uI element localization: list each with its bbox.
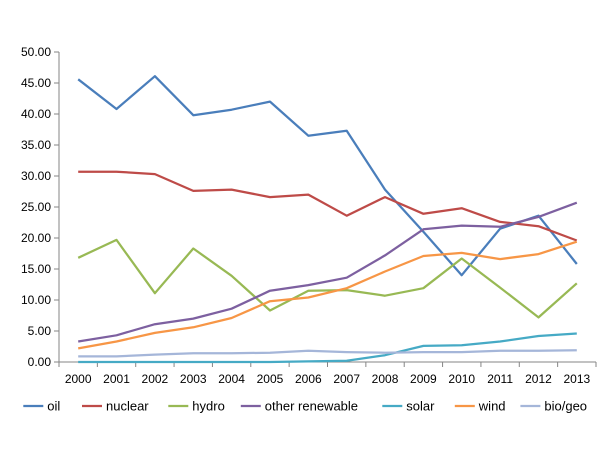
legend-label-hydro: hydro (192, 399, 225, 414)
series-line-hydro (77, 238, 578, 319)
x-tick-label: 2005 (257, 372, 284, 386)
x-tick-label: 2000 (65, 372, 92, 386)
x-tick-label: 2010 (448, 372, 475, 386)
y-tick-label: 0.00 (28, 355, 52, 369)
y-tick-label: 50.00 (21, 45, 51, 59)
legend-label-other-renewable: other renewable (265, 399, 358, 414)
series-line-other-renewable (78, 201, 578, 343)
y-tick-label: 30.00 (21, 169, 51, 183)
x-tick-label: 2003 (180, 372, 207, 386)
x-tick-label: 2013 (563, 372, 590, 386)
x-tick-label: 2009 (410, 372, 437, 386)
axes (58, 52, 596, 363)
y-tick-label: 45.00 (21, 76, 51, 90)
series-line-oil (77, 75, 578, 277)
legend: oil nuclear hydro other renewable solar wind b… (23, 399, 587, 414)
x-tick-label: 2002 (142, 372, 169, 386)
y-tick-label: 15.00 (21, 262, 51, 276)
x-tick-label: 2007 (333, 372, 360, 386)
x-tick-label: 2008 (372, 372, 399, 386)
x-tick-label: 2012 (525, 372, 552, 386)
y-tick-label: 10.00 (21, 293, 51, 307)
x-tick-label: 2006 (295, 372, 322, 386)
y-tick-label: 5.00 (28, 324, 52, 338)
legend-label-nuclear: nuclear (106, 399, 149, 414)
legend-label-solar: solar (406, 399, 435, 414)
legend-label-bio-geo: bio/geo (544, 399, 587, 414)
y-tick-label: 40.00 (21, 107, 51, 121)
y-axis-ticks: 0.00 5.00 10.00 15.00 20.00 25.00 30.00 35.00 40… (21, 45, 59, 369)
x-tick-label: 2001 (103, 372, 130, 386)
x-tick-label: 2004 (218, 372, 245, 386)
series-line-bio-geo (78, 349, 577, 358)
x-axis-ticks: 2000 2001 2002 2003 2004 2005 2006 2007 2008 2009… (58, 362, 597, 386)
series-line-nuclear (78, 170, 578, 242)
legend-label-oil: oil (47, 399, 60, 414)
y-tick-label: 20.00 (21, 231, 51, 245)
series-line-wind (78, 240, 578, 350)
y-tick-label: 25.00 (21, 200, 51, 214)
legend-label-wind: wind (478, 399, 506, 414)
y-tick-label: 35.00 (21, 138, 51, 152)
series-line-solar (78, 332, 577, 364)
x-tick-label: 2011 (487, 372, 513, 386)
series-lines (77, 75, 578, 364)
